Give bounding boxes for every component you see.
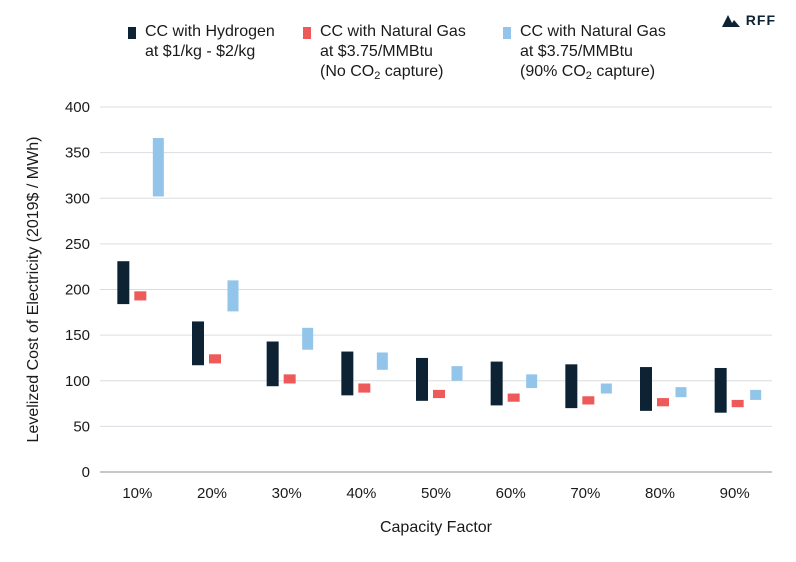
y-tick-label: 200 [65, 282, 90, 299]
range-bar [117, 261, 130, 305]
y-tick-label: 150 [65, 327, 90, 344]
range-bar [526, 374, 538, 389]
range-bar [640, 367, 652, 411]
legend-label-line: CC with Natural Gas [320, 23, 466, 40]
range-bar [302, 327, 314, 350]
y-tick-label: 250 [65, 236, 90, 253]
range-bar [451, 366, 463, 381]
x-tick-label: 10% [122, 485, 152, 502]
x-tick-label: 40% [346, 485, 376, 502]
range-bar [565, 364, 578, 409]
range-bar [731, 399, 744, 408]
range-bar [582, 396, 595, 405]
legend-label-line: at $3.75/MMBtu [320, 43, 433, 60]
range-bar [714, 367, 727, 413]
legend-label-line: (90% CO2 capture) [520, 63, 656, 82]
range-bar [227, 280, 239, 312]
range-bar [507, 393, 520, 402]
x-axis-title: Capacity Factor [380, 519, 493, 536]
legend-label-line: at $1/kg - $2/kg [145, 43, 256, 60]
legend-item-gas-capture: CC with Natural Gas at $3.75/MMBtu (90% … [503, 22, 683, 86]
legend-item-hydrogen: CC with Hydrogen at $1/kg - $2/kg [128, 22, 303, 86]
legend-item-gas-no-capture: CC with Natural Gas at $3.75/MMBtu (No C… [303, 22, 503, 86]
y-tick-label: 0 [82, 464, 90, 481]
y-tick-label: 400 [65, 99, 90, 116]
range-bar [490, 361, 503, 406]
y-tick-label: 300 [65, 190, 90, 207]
range-bar [152, 138, 164, 197]
y-tick-label: 50 [73, 418, 90, 435]
x-tick-label: 50% [421, 485, 451, 502]
range-bar [433, 389, 445, 399]
gridlines [100, 106, 772, 427]
range-bar [376, 352, 388, 370]
range-bar [192, 321, 204, 366]
range-bar [341, 351, 354, 396]
range-bar [266, 341, 279, 387]
bars [117, 138, 762, 413]
range-bar [750, 389, 762, 400]
legend-swatch-gas-capture [503, 27, 511, 39]
legend-swatch-hydrogen [128, 27, 136, 39]
range-bar [358, 383, 371, 393]
rff-logo: RFF [721, 12, 776, 28]
legend-label-line: (No CO2 capture) [320, 63, 444, 82]
range-bar [600, 383, 612, 394]
x-axis-ticks: 10% 20% 30% 40% 50% 60% 70% 80% 90% [122, 485, 749, 502]
range-bar [134, 291, 147, 301]
y-tick-label: 350 [65, 145, 90, 162]
y-axis-ticks: 0 50 100 150 200 250 300 350 400 [65, 99, 90, 481]
range-bar [657, 398, 669, 407]
legend-label-line: CC with Hydrogen [145, 23, 275, 40]
range-bar [209, 354, 221, 364]
y-tick-label: 100 [65, 373, 90, 390]
y-axis-title: Levelized Cost of Electricity (2019$ / M… [25, 137, 42, 443]
rff-logo-text: RFF [745, 12, 776, 28]
range-bar [283, 374, 296, 384]
x-tick-label: 80% [645, 485, 675, 502]
x-tick-label: 20% [197, 485, 227, 502]
x-tick-label: 60% [496, 485, 526, 502]
range-bar [675, 387, 687, 398]
x-tick-label: 90% [720, 485, 750, 502]
x-tick-label: 70% [570, 485, 600, 502]
chart-legend: CC with Hydrogen at $1/kg - $2/kg CC wit… [128, 22, 683, 86]
legend-label-line: CC with Natural Gas [520, 23, 666, 40]
legend-swatch-gas-no-capture [303, 27, 311, 39]
rff-logo-icon [721, 15, 740, 27]
legend-label-line: at $3.75/MMBtu [520, 43, 633, 60]
x-tick-label: 30% [272, 485, 302, 502]
range-bar [416, 357, 428, 401]
